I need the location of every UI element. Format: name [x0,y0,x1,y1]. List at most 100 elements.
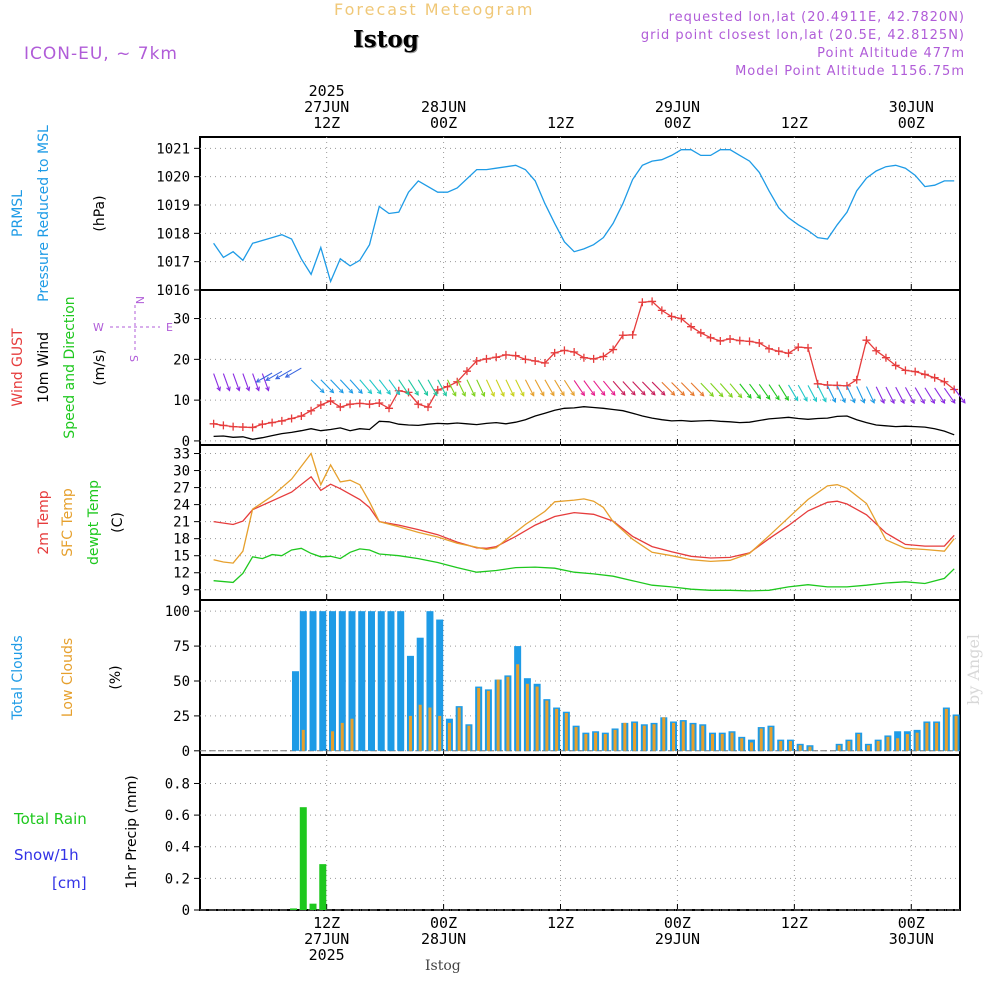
wind-arrow-head [235,386,241,392]
location-title: Istog [353,26,419,53]
gust-marker [209,419,218,428]
clouds-low-bar [896,738,900,751]
clouds-low-bar [954,715,958,751]
clouds-total-bar [291,671,299,751]
wind-arrow [320,379,334,393]
forecast-title: Forecast Meteogram [334,0,535,19]
bottom-time-label: 12Z [313,914,340,932]
clouds-low-bar [447,722,451,751]
gust-marker [657,306,666,315]
wind-arrow-head [728,392,733,398]
wind-arrow [622,381,636,396]
pressure-ylabel: PRMSL [10,190,26,237]
wind-arrow-head [822,397,827,403]
gust-marker [229,422,238,431]
wind-arrow-head [414,390,419,396]
clouds-total-bar [406,655,414,751]
clouds-low-bar [701,725,705,751]
clouds-low-bar [633,722,637,751]
gust-marker [638,298,647,307]
compass-north: N [133,296,146,304]
wind-arrow-head [433,391,438,397]
wind-arrow [807,385,817,402]
pressure-ytick-label: 1016 [156,283,190,299]
precip-rain-bar [290,908,298,910]
wind-arrow [817,385,827,402]
wind-arrow [934,387,946,404]
gust-marker [716,336,725,345]
gust-marker [930,373,939,382]
wind-arrow [437,379,447,396]
wind-arrow [924,387,935,404]
wind-arrow [719,383,733,398]
gust-marker [862,336,871,345]
wind-arrow-head [775,395,780,401]
wind-arrow [739,383,752,399]
clouds-low-bar [584,734,588,751]
wind-arrow-head [471,391,476,398]
gust-marker [940,377,949,386]
top-time-label: 12Z [313,114,340,132]
wind-arrow [826,385,836,403]
clouds-low-bar [847,741,851,751]
wind-arrow [612,380,626,396]
clouds-low-bar [769,727,773,751]
wind-ytick-label: 10 [173,393,190,409]
precip-snow-unit: [cm] [52,874,87,892]
pressure-ytick-label: 1021 [156,141,190,157]
wind-arrow [885,386,895,404]
top-time-label: 00Z [664,114,691,132]
temperature-ylabel: dewpt Temp [86,480,102,565]
gust-marker [277,416,286,425]
wind-ytick-label: 20 [173,352,190,368]
gust-marker [287,414,296,423]
gust-marker [472,356,481,365]
clouds-low-bar [408,715,412,751]
clouds-low-bar [418,704,422,751]
wind-arrow [378,379,391,395]
clouds-low-bar [340,722,344,751]
wind-arrow-head [442,391,447,397]
temperature-ytick-label: 18 [173,532,190,548]
wind-arrow [690,382,705,397]
gust-marker [872,346,881,355]
wind-arrow [515,379,525,397]
wind-arrow-head [590,391,596,397]
wind-arrow-head [348,388,354,394]
clouds-low-bar [555,708,559,751]
wind-arrow-head [831,397,837,403]
gust-marker [424,403,432,412]
clouds-ylabel: Total Clouds [10,635,26,720]
wind-arrow-head [890,399,895,405]
clouds-total-bar [338,611,346,751]
clouds-total-bar [387,611,395,751]
clouds-total-bar [358,611,366,751]
clouds-low-bar [944,708,948,751]
clouds-total-bar [436,619,444,751]
clouds-low-bar [681,721,685,751]
gust-marker [560,346,569,355]
clouds-total-bar [329,611,337,751]
wind-arrow [729,383,743,398]
wind-arrow [554,379,565,396]
model-label: ICON-EU, ~ 7km [24,44,178,64]
wind-arrow-head [358,389,363,395]
wind-arrow-head [376,389,382,395]
wind-arrow-head [226,386,231,392]
temperature-ylabel: SFC Temp [60,488,76,557]
gust-marker [618,331,627,340]
pressure-unit: (hPa) [92,195,108,231]
gust-marker [501,350,510,359]
gust-marker [385,404,394,413]
wind-arrow-head [580,391,585,397]
clouds-low-bar [808,746,812,751]
clouds-ytick-label: 75 [173,639,190,655]
wind-arrow-head [718,392,724,398]
gust-marker [609,345,618,354]
clouds-low-bar [857,734,861,751]
gust-marker [316,401,325,410]
wind-arrow [359,379,372,394]
clouds-total-bar [416,637,424,751]
wind-arrow-head [480,392,486,398]
gust-marker [920,370,929,379]
